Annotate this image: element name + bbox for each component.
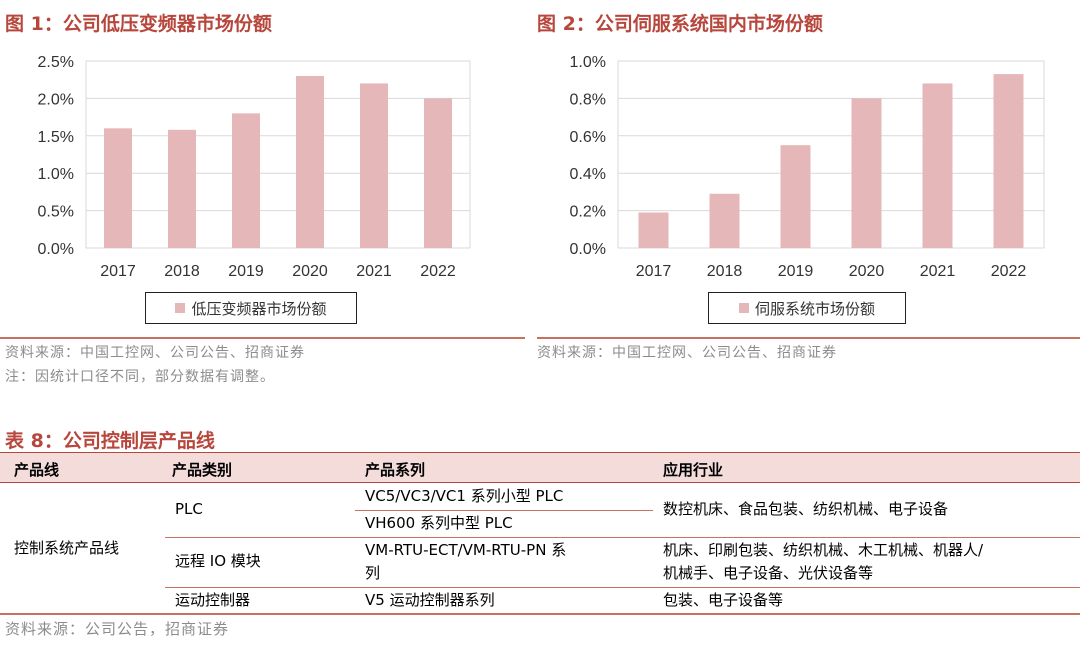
y-tick-label: 0.8% [570,91,606,108]
y-tick-label: 1.0% [570,54,606,71]
y-tick-label: 1.0% [38,166,74,183]
bar [424,98,452,249]
bar [232,113,260,248]
plot-area [617,60,1045,249]
y-tick-label: 0.2% [570,204,606,221]
figure2-title: 图 2：公司伺服系统国内市场份额 [537,13,823,35]
series-cell: V5 运动控制器系列 [365,591,495,609]
x-tick-label: 2020 [849,263,885,280]
legend-label: 低压变频器市场份额 [191,299,327,318]
table-header: 产品线 产品类别 产品系列 应用行业 [0,452,1080,483]
plot-area [85,60,471,249]
x-tick-label: 2020 [292,263,328,280]
x-tick-label: 2018 [707,263,743,280]
product-line-cell: 控制系统产品线 [14,539,120,557]
bar [993,74,1024,248]
series-cell: 列 [365,564,381,582]
x-tick-label: 2018 [164,263,200,280]
industry-cell: 数控机床、食品包装、纺织机械、电子设备 [663,500,949,518]
chart1-legend: 低压变频器市场份额 [145,292,357,324]
row-divider [165,537,1080,538]
x-tick-label: 2017 [636,263,672,280]
y-tick-label: 0.0% [38,241,74,258]
legend-swatch [175,303,186,313]
series-cell: VM-RTU-ECT/VM-RTU-PN 系 [365,541,567,559]
row-divider [355,510,653,511]
series-cell: VC5/VC3/VC1 系列小型 PLC [365,487,564,505]
x-tick-label: 2017 [100,263,136,280]
header-cell: 产品类别 [172,461,233,479]
divider [0,337,525,339]
header-cell: 应用行业 [663,461,724,479]
bar [168,129,196,248]
table-bottom-rule [0,613,1080,615]
x-tick-label: 2021 [920,263,956,280]
industry-cell: 包装、电子设备等 [663,591,784,609]
legend-swatch [738,303,749,313]
y-tick-label: 2.5% [38,54,74,71]
chart2-legend: 伺服系统市场份额 [708,292,906,324]
bar [360,83,388,248]
y-tick-label: 0.5% [38,204,74,221]
x-tick-label: 2022 [420,263,456,280]
bar [104,128,132,248]
header-cell: 产品线 [14,461,60,479]
bar [296,75,324,249]
x-tick-label: 2021 [356,263,392,280]
bar [851,98,882,249]
bar [638,212,669,248]
series-cell: VH600 系列中型 PLC [365,514,513,532]
y-tick-label: 2.0% [38,91,74,108]
bar [780,145,811,248]
category-cell: PLC [175,500,203,518]
table-title: 表 8：公司控制层产品线 [5,430,215,452]
category-cell: 远程 IO 模块 [175,552,261,570]
y-tick-label: 0.0% [570,241,606,258]
source-note: 资料来源：中国工控网、公司公告、招商证券 [5,345,305,361]
industry-cell: 机械手、电子设备、光伏设备等 [663,564,874,582]
source-note: 资料来源：中国工控网、公司公告、招商证券 [537,345,837,361]
divider [537,337,1080,339]
figure1-title: 图 1：公司低压变频器市场份额 [5,13,272,35]
x-tick-label: 2019 [228,263,264,280]
legend-label: 伺服系统市场份额 [754,299,875,318]
header-cell: 产品系列 [365,461,426,479]
x-tick-label: 2019 [778,263,814,280]
bar [922,83,953,248]
row-divider [165,587,1080,588]
footnote: 注：因统计口径不同，部分数据有调整。 [5,369,275,385]
category-cell: 运动控制器 [175,591,251,609]
low-voltage-inverter-chart: 0.0% 0.5% 1.0% 1.5% 2.0% 2.5% 2017 2018 2019 2020… [38,54,471,280]
y-tick-label: 0.6% [570,129,606,146]
y-tick-label: 1.5% [38,129,74,146]
industry-cell: 机床、印刷包装、纺织机械、木工机械、机器人/ [663,541,984,559]
bar [709,193,740,248]
servo-system-chart: 0.0% 0.2% 0.4% 0.6% 0.8% 1.0% 2017 2018 2019 2020… [570,54,1045,280]
x-tick-label: 2022 [991,263,1027,280]
table-source-note: 资料来源：公司公告，招商证券 [5,620,230,638]
y-tick-label: 0.4% [570,166,606,183]
